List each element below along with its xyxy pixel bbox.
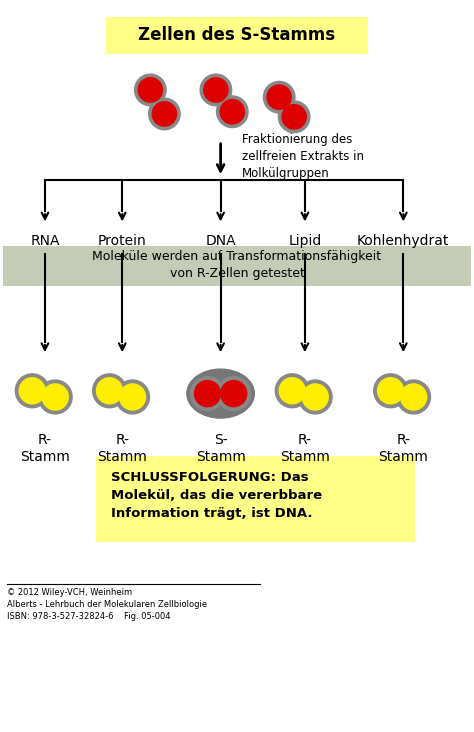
Ellipse shape: [138, 78, 163, 102]
Ellipse shape: [298, 380, 332, 414]
Ellipse shape: [401, 384, 427, 410]
Ellipse shape: [275, 374, 309, 408]
Ellipse shape: [204, 78, 228, 102]
Text: © 2012 Wiley-VCH, Weinheim: © 2012 Wiley-VCH, Weinheim: [8, 588, 133, 597]
Bar: [106, 18, 368, 53]
Ellipse shape: [38, 380, 72, 414]
Ellipse shape: [92, 374, 127, 408]
Bar: [97, 456, 415, 542]
Text: R-
Stamm: R- Stamm: [20, 433, 70, 463]
Ellipse shape: [135, 74, 166, 105]
Ellipse shape: [194, 381, 220, 407]
Ellipse shape: [220, 100, 245, 124]
Ellipse shape: [221, 381, 247, 407]
Ellipse shape: [116, 380, 149, 414]
Ellipse shape: [279, 378, 305, 404]
Text: RNA: RNA: [30, 234, 60, 248]
Ellipse shape: [282, 105, 306, 129]
Ellipse shape: [378, 378, 403, 404]
Ellipse shape: [15, 374, 49, 408]
Text: R-
Stamm: R- Stamm: [280, 433, 330, 463]
Text: DNA: DNA: [205, 234, 236, 248]
Text: Alberts - Lehrbuch der Molekularen Zellbiologie: Alberts - Lehrbuch der Molekularen Zellb…: [8, 600, 208, 609]
Text: SCHLUSSFOLGERUNG: Das
Molekül, das die vererbbare
Information trägt, ist DNA.: SCHLUSSFOLGERUNG: Das Molekül, das die v…: [110, 471, 322, 520]
Text: Fraktionierung des
zellfreien Extrakts in
Molkülgruppen: Fraktionierung des zellfreien Extrakts i…: [242, 133, 364, 180]
Text: ISBN: 978-3-527-32824-6    Fig. 05-004: ISBN: 978-3-527-32824-6 Fig. 05-004: [8, 612, 171, 621]
Text: R-
Stamm: R- Stamm: [97, 433, 147, 463]
Ellipse shape: [217, 96, 248, 127]
Ellipse shape: [19, 378, 45, 404]
Text: Protein: Protein: [98, 234, 146, 248]
Text: Kohlenhydrat: Kohlenhydrat: [357, 234, 449, 248]
Ellipse shape: [152, 102, 176, 126]
Ellipse shape: [217, 377, 251, 411]
Ellipse shape: [397, 380, 430, 414]
Ellipse shape: [278, 101, 310, 132]
Ellipse shape: [149, 98, 180, 130]
Text: Moleküle werden auf Transformationsfähigkeit
von R-Zellen getestet: Moleküle werden auf Transformationsfähig…: [92, 250, 382, 280]
Ellipse shape: [374, 374, 408, 408]
Ellipse shape: [267, 85, 292, 109]
Text: R-
Stamm: R- Stamm: [378, 433, 428, 463]
Ellipse shape: [191, 377, 224, 411]
Text: Lipid: Lipid: [288, 234, 321, 248]
Ellipse shape: [187, 369, 255, 418]
Ellipse shape: [42, 384, 68, 410]
Text: S-
Stamm: S- Stamm: [196, 433, 246, 463]
Ellipse shape: [97, 378, 122, 404]
Bar: [3, 246, 471, 286]
Ellipse shape: [302, 384, 328, 410]
Ellipse shape: [119, 384, 146, 410]
Ellipse shape: [264, 81, 295, 113]
Text: Zellen des S-Stamms: Zellen des S-Stamms: [138, 26, 336, 45]
Ellipse shape: [200, 74, 232, 105]
